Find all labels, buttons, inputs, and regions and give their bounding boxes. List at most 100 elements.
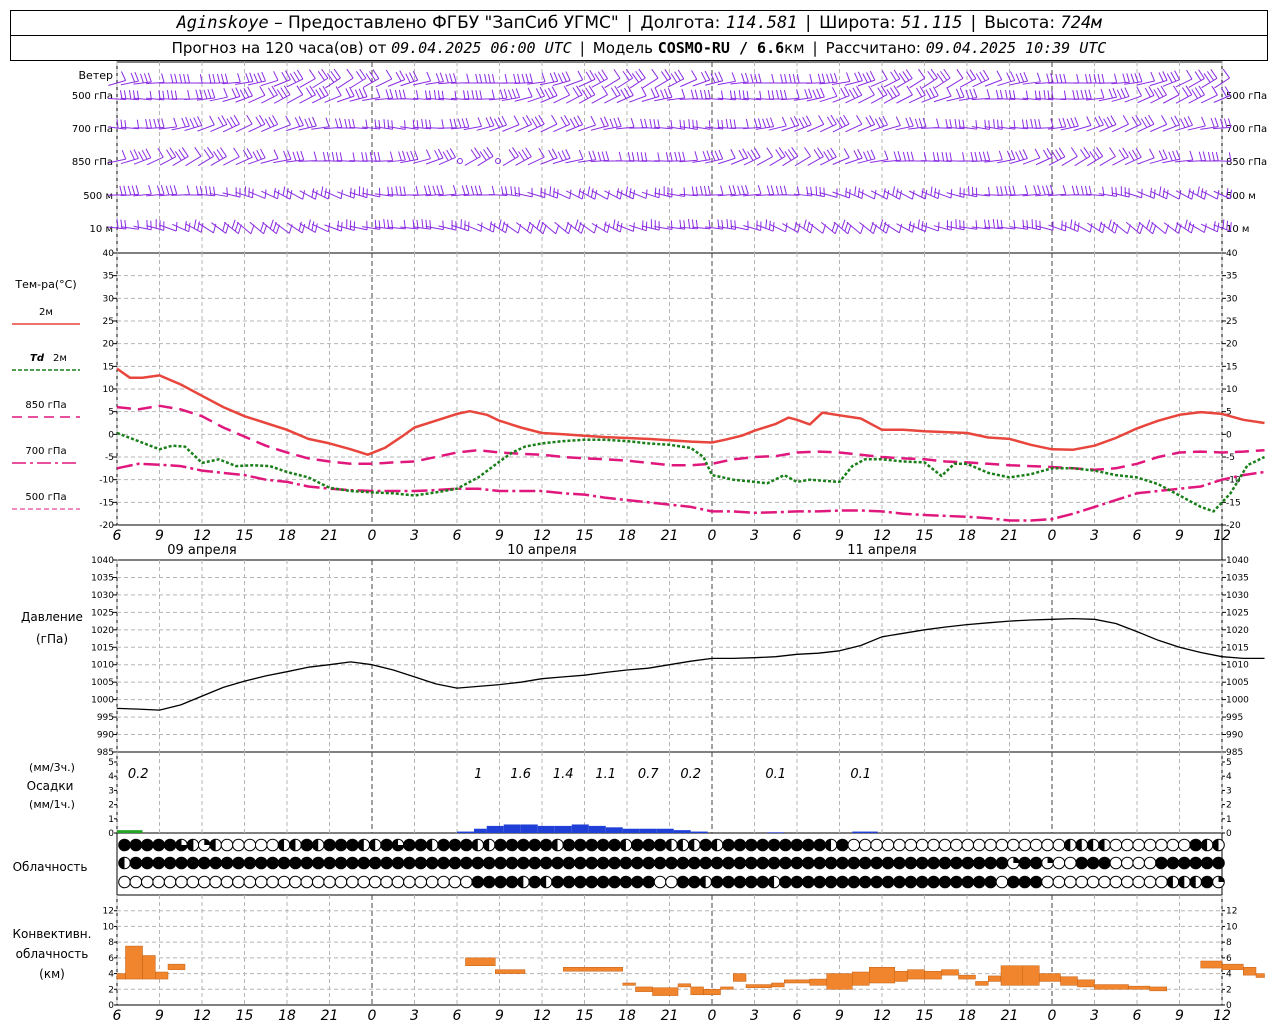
wind-barb-feather xyxy=(687,219,691,229)
wind-barb-feather xyxy=(414,150,419,160)
wind-barb-feather xyxy=(255,116,262,127)
wind-barb xyxy=(1073,74,1092,84)
wind-barb-feather xyxy=(664,69,672,79)
wind-barb-staff xyxy=(984,126,1003,130)
cloud-symbol xyxy=(779,875,792,889)
cloud-symbol xyxy=(790,856,804,870)
wind-barb xyxy=(958,220,978,230)
wind-barb-staff xyxy=(984,79,1002,87)
wind-barb-staff xyxy=(819,123,837,133)
wind-barb-feather xyxy=(309,85,316,96)
wind-barb-feather xyxy=(1083,147,1091,157)
cloud-symbol xyxy=(368,875,382,889)
wind-barb-feather xyxy=(327,73,335,83)
wind-barb xyxy=(133,184,152,197)
wind-barb-staff xyxy=(959,78,977,88)
pres-ytick-label-right: 1040 xyxy=(1226,556,1249,566)
wind-barb-feather xyxy=(1198,85,1205,96)
cloud-symbol xyxy=(494,856,507,870)
cloud-symbol xyxy=(1064,856,1077,870)
wind-barb-feather xyxy=(696,120,698,130)
wind-barb-feather xyxy=(936,73,944,83)
wind-barb xyxy=(107,185,127,196)
wind-barb-feather xyxy=(326,151,330,162)
wind-barb-staff xyxy=(350,77,367,89)
wind-barb-feather xyxy=(1210,118,1215,128)
wind-barb-feather xyxy=(243,88,250,98)
wind-barb-feather xyxy=(1180,118,1186,128)
wind-barb-feather xyxy=(690,89,695,99)
conv-xtick-label: 9 xyxy=(495,1008,504,1024)
wind-barb-staff xyxy=(196,97,215,101)
wind-barb-feather xyxy=(173,185,178,195)
wind-barb-feather xyxy=(578,188,581,198)
wind-barb-feather xyxy=(231,88,237,98)
cloud-symbol xyxy=(562,875,576,889)
wind-barb-staff xyxy=(629,191,647,199)
wind-barb-staff xyxy=(311,223,329,233)
wind-barb-feather xyxy=(318,87,326,98)
wind-barb-feather xyxy=(1050,73,1054,83)
wind-barb-staff xyxy=(1200,223,1218,233)
wind-barb-staff xyxy=(1098,193,1117,197)
wind-barb xyxy=(1074,147,1091,167)
cloud-symbol xyxy=(1109,875,1123,889)
wind-barb-feather xyxy=(244,186,247,196)
wind-barb-feather xyxy=(1216,222,1220,232)
wind-barb-feather xyxy=(678,151,682,162)
wind-barb-feather xyxy=(726,219,729,229)
wind-barb-staff xyxy=(629,224,647,232)
cloud-symbol xyxy=(585,875,599,889)
wind-barb-staff xyxy=(1111,96,1130,102)
wind-barb xyxy=(387,150,406,163)
wind-barb-feather xyxy=(247,86,253,97)
cloud-symbol xyxy=(425,875,439,889)
wind-barb xyxy=(528,219,547,235)
wind-barb-staff xyxy=(654,126,673,130)
wind-barb-feather xyxy=(387,119,390,129)
wind-barb-staff xyxy=(299,190,316,200)
wind-barb xyxy=(1175,116,1193,132)
wind-barb-staff xyxy=(476,125,495,131)
wind-barb-feather xyxy=(491,185,495,196)
wind-barb-feather xyxy=(157,118,161,128)
wind-barb xyxy=(958,120,978,130)
temp-xtick-label: 0 xyxy=(368,528,377,544)
wind-barb-feather xyxy=(300,150,305,161)
wind-barb-feather xyxy=(644,118,648,128)
wind-barb-feather xyxy=(432,185,437,196)
temp-xtick-label: 0 xyxy=(708,528,717,544)
wind-barb-feather xyxy=(609,118,614,128)
wind-barb-feather xyxy=(553,187,555,197)
cloud-symbol xyxy=(1052,875,1066,889)
wind-barb-feather xyxy=(590,115,596,126)
wind-barb-staff xyxy=(349,225,368,231)
wind-barb-staff xyxy=(1074,223,1091,233)
date-label: 11 апреля xyxy=(847,543,917,558)
wind-barb-feather xyxy=(292,151,297,162)
wind-barb-feather xyxy=(515,88,521,98)
prec-ytick-label-right: 3 xyxy=(1226,786,1232,796)
wind-barb-feather xyxy=(263,224,268,234)
wind-barb-feather xyxy=(1055,149,1062,159)
wind-barb xyxy=(641,118,660,129)
wind-barb xyxy=(349,220,368,231)
wind-barb-feather xyxy=(335,152,339,162)
conv-xtick-label: 12 xyxy=(873,1008,891,1024)
wind-barb-feather xyxy=(296,69,304,80)
wind-barb-feather xyxy=(561,72,567,82)
wind-barb xyxy=(133,219,152,231)
wind-barb xyxy=(336,118,356,129)
wind-barb-feather xyxy=(535,88,542,98)
wind-barb xyxy=(209,73,229,84)
cloud-symbol xyxy=(403,838,416,852)
wind-barb xyxy=(692,150,711,163)
wind-barb-feather xyxy=(631,73,640,83)
wind-barb xyxy=(1047,73,1067,84)
wind-barb-feather xyxy=(461,118,466,128)
wind-barb xyxy=(794,115,812,132)
wind-barb-feather xyxy=(289,73,297,83)
wind-barb-staff xyxy=(514,81,533,85)
wind-barb-staff xyxy=(870,78,888,88)
cloud-symbol xyxy=(562,838,576,852)
